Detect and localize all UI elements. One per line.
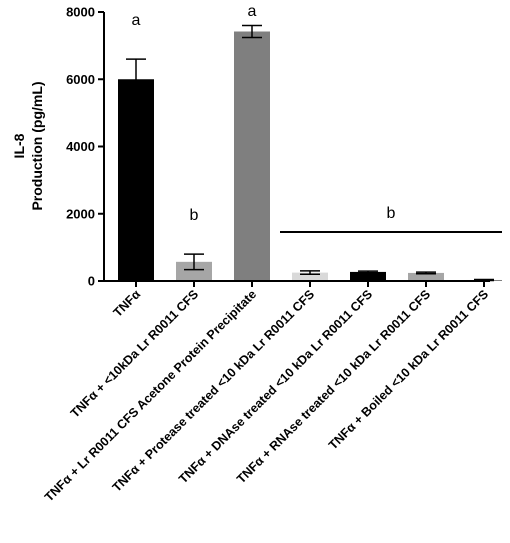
bar bbox=[350, 271, 386, 281]
x-category-label: TNFα bbox=[111, 287, 144, 320]
significance-letter: a bbox=[248, 3, 257, 20]
significance-letter: b bbox=[387, 205, 396, 222]
x-category-label: TNFα + Protease treated <10 kDa Lr R0011… bbox=[110, 287, 317, 494]
bar bbox=[234, 31, 270, 281]
error-bar bbox=[184, 253, 204, 271]
error-bar bbox=[358, 270, 378, 274]
y-axis: 0 2000 4000 6000 8000 bbox=[66, 5, 105, 289]
x-category-label: TNFα + Lr R0011 CFS Acetone Protein Prec… bbox=[42, 287, 259, 504]
error-bars bbox=[126, 24, 494, 282]
bars bbox=[118, 31, 502, 281]
bar bbox=[118, 79, 154, 281]
bar bbox=[408, 272, 444, 281]
error-bar bbox=[300, 270, 320, 276]
y-tick-label: 0 bbox=[88, 274, 95, 289]
x-category-label: TNFα + RNAse treated <10 kDa Lr R0011 CF… bbox=[234, 287, 433, 486]
x-category-label: TNFα + <10kDa Lr R0011 CFS bbox=[68, 287, 201, 420]
y-tick-label: 2000 bbox=[66, 206, 95, 221]
error-bar bbox=[242, 24, 262, 39]
bar bbox=[176, 261, 212, 281]
y-tick-label: 6000 bbox=[66, 72, 95, 87]
y-axis-title-line2: Production (pg/mL) bbox=[29, 81, 45, 210]
y-axis-title-line1: IL-8 bbox=[11, 133, 27, 158]
x-category-label: TNFα + DNAse treated <10 kDa Lr R0011 CF… bbox=[176, 287, 375, 486]
y-tick-label: 4000 bbox=[66, 139, 95, 154]
significance-annotations: a b a b bbox=[132, 3, 502, 233]
error-bar bbox=[126, 58, 146, 101]
significance-letter: a bbox=[132, 12, 141, 29]
bar bbox=[292, 272, 328, 281]
significance-letter: b bbox=[190, 207, 199, 224]
error-bar bbox=[416, 271, 436, 275]
y-tick-label: 8000 bbox=[66, 5, 95, 20]
